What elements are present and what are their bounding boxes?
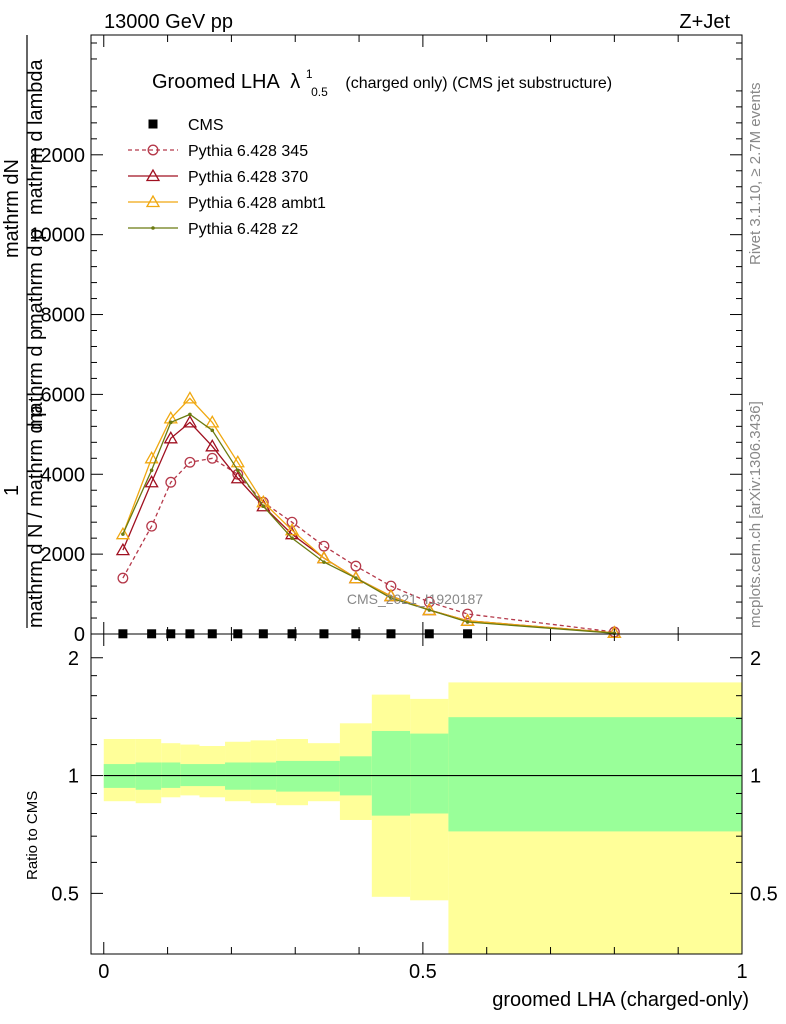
ylabel-line-5: mathrm dN xyxy=(1,159,23,258)
legend-entry-label: CMS xyxy=(188,117,224,134)
series-point-dot xyxy=(121,532,125,536)
series-point-circle xyxy=(146,520,158,532)
legend-entry-label: Pythia 6.428 z2 xyxy=(188,221,298,238)
series-point-triangle xyxy=(383,588,399,602)
ratio-stat-band xyxy=(371,730,411,816)
watermark-label: CMS_2021_I1920187 xyxy=(347,591,483,607)
series-point-circle xyxy=(147,144,159,156)
series-point-dot xyxy=(210,428,215,433)
ratio-bands xyxy=(103,682,742,954)
series-point-circle xyxy=(462,608,474,620)
ylabel-line-1: 1 xyxy=(1,485,23,496)
ylabel-line-6: mathrm d lambda xyxy=(25,59,47,215)
ratio-ytick-label: 0.5 xyxy=(51,883,79,905)
series-point-circle xyxy=(206,452,218,464)
series-point-circle xyxy=(318,540,330,552)
chart-title-text: Groomed LHA xyxy=(152,71,280,93)
header-right-label: Z+Jet xyxy=(679,11,730,33)
series-1 xyxy=(117,452,620,638)
series-point-triangle xyxy=(284,522,300,536)
main-ytick-label: 4000 xyxy=(41,464,86,486)
series-point-triangle xyxy=(348,570,363,584)
main-ytick-label: 10000 xyxy=(29,225,85,247)
main-ytick-label: 12000 xyxy=(29,145,85,167)
ratio-stat-band xyxy=(308,760,340,792)
ratio-ytick-label: 2 xyxy=(68,648,79,670)
main-plot-panel: 0 2000 4000 6000 8000 10000 12000 CMS_2021_I19… xyxy=(1,34,743,646)
series-point-dot xyxy=(465,620,470,624)
series-point-circle xyxy=(184,456,196,468)
legend-entry-label: Pythia 6.428 345 xyxy=(188,143,308,160)
series-point-triangle xyxy=(230,470,245,484)
series-point-dot xyxy=(149,468,154,473)
series-point-dot xyxy=(354,576,358,580)
ratio-plot-panel: 0.5 0.5 1 1 2 2 0 0.5 1 Ratio to CMS groomed LHA… xyxy=(24,633,778,1011)
chart-title-suffix: (charged only) (CMS jet substructure) xyxy=(345,75,612,92)
legend-entry-label: Pythia 6.428 370 xyxy=(188,169,308,186)
header-left-label: 13000 GeV pp xyxy=(104,11,233,33)
series-point-triangle xyxy=(205,415,220,428)
ratio-xtick-label: 0 xyxy=(98,961,109,983)
main-ytick-label: 6000 xyxy=(41,384,86,406)
main-ytick-label: 8000 xyxy=(41,305,86,327)
ratio-ytick-label-right: 2 xyxy=(750,648,761,670)
series-point-triangle xyxy=(115,526,131,540)
series-point-triangle xyxy=(230,454,245,468)
mcplots-label: mcplots.cern.ch [arXiv:1306.3436] xyxy=(747,401,764,628)
series-point-triangle xyxy=(460,613,475,626)
ratio-xtick-label: 0.5 xyxy=(409,961,437,983)
rivet-version-label: Rivet 3.1.10, ≥ 2.7M events xyxy=(747,83,764,266)
main-axis-ticks: 0 2000 4000 6000 8000 10000 12000 xyxy=(29,35,743,646)
ratio-stat-band xyxy=(448,717,742,832)
series-point-dot xyxy=(168,420,173,425)
series-point-circle xyxy=(165,476,177,488)
series-point-dot xyxy=(235,468,240,473)
ratio-stat-band xyxy=(410,733,449,814)
ylabel-line-2: mathrm d N / mathrm d p xyxy=(25,406,47,628)
series-point-dot xyxy=(427,608,432,612)
cms-data-point xyxy=(148,119,158,129)
series-point-triangle xyxy=(144,474,159,488)
xlabel: groomed LHA (charged-only) xyxy=(492,989,749,1011)
ratio-plot-frame xyxy=(90,633,743,955)
series-point-dot xyxy=(322,560,326,564)
series-line xyxy=(122,457,615,633)
chart-title: Groomed LHA λ 1 0.5 (charged only) (CMS … xyxy=(152,61,612,101)
series-point-triangle xyxy=(205,439,220,452)
chart-title-sup: 1 xyxy=(306,67,313,81)
series-point-circle xyxy=(117,572,129,584)
series-point-triangle xyxy=(163,431,178,444)
series-point-dot xyxy=(151,226,155,230)
legend: CMS Pythia 6.428 345 Pythia 6.428 370 Pythi… xyxy=(128,117,326,238)
ratio-ytick-label-right: 0.5 xyxy=(750,883,778,905)
legend-entry-label: Pythia 6.428 ambt1 xyxy=(188,195,326,212)
series-point-triangle xyxy=(145,168,161,182)
ylabel-line-4: mathrm d p xyxy=(25,229,47,330)
series-point-dot xyxy=(389,596,393,600)
ratio-ytick-label-right: 1 xyxy=(750,766,761,788)
series-point-triangle xyxy=(144,450,159,464)
series-point-triangle xyxy=(182,391,198,404)
main-ytick-label: 2000 xyxy=(41,544,86,566)
ratio-ytick-label: 1 xyxy=(68,766,79,788)
ratio-axis-ticks: 0.5 0.5 1 1 2 2 0 0.5 1 xyxy=(51,634,778,983)
chart-title-symbol: λ xyxy=(290,71,300,93)
series-point-triangle xyxy=(115,542,131,556)
chart-title-sub: 0.5 xyxy=(311,85,328,99)
series-point-dot xyxy=(188,412,192,417)
series-point-triangle xyxy=(182,415,198,428)
series-point-dot xyxy=(261,504,266,509)
ratio-xtick-label: 1 xyxy=(736,961,747,983)
series-point-triangle xyxy=(145,194,161,208)
main-ylabel: 1 mathrm d N / mathrm d p mathrm d p mat… xyxy=(1,35,47,628)
ratio-stat-band xyxy=(276,760,308,792)
series-point-dot xyxy=(290,536,294,540)
series-point-circle xyxy=(423,596,435,608)
main-ytick-label: 0 xyxy=(74,624,85,646)
ratio-ylabel: Ratio to CMS xyxy=(24,791,41,880)
series-line xyxy=(122,413,615,634)
ylabel-line-3: mathrm d p xyxy=(25,329,47,430)
